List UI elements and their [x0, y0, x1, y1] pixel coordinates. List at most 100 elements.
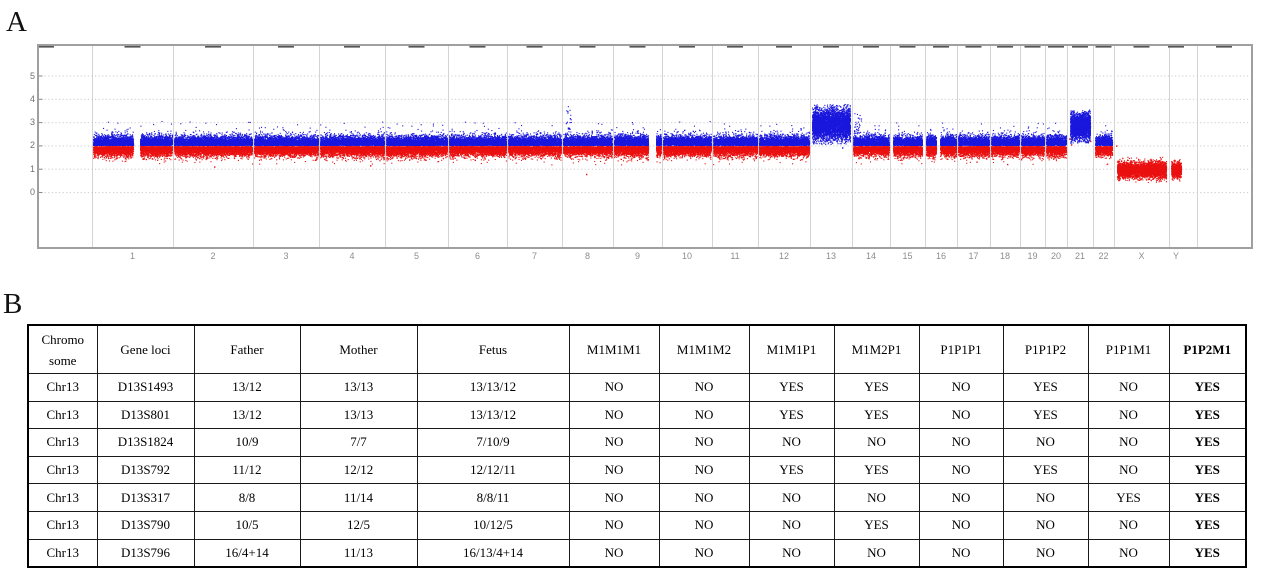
table-header-cell: Fetus — [416, 324, 570, 374]
table-cell: NO — [568, 455, 660, 485]
table-cell: NO — [748, 483, 835, 512]
y-axis-tick-label: 1 — [29, 163, 35, 174]
table-header-cell: M1M1M2 — [658, 324, 750, 374]
table-cell: D13S792 — [96, 455, 195, 485]
str-genotyping-table: Chromo some Gene loci Father Mother Fetus M1M… — [27, 324, 1247, 569]
table-cell: YES — [1168, 455, 1247, 485]
x-axis-chromosome-label: 7 — [531, 251, 537, 261]
x-axis-chromosome-label: 22 — [1098, 251, 1109, 261]
table-cell: NO — [1087, 538, 1170, 568]
table-cell: 13/13/12 — [416, 373, 570, 402]
table-cell: NO — [568, 510, 660, 540]
table-cell: NO — [1087, 400, 1170, 430]
table-cell: 11/14 — [299, 483, 418, 512]
table-cell: Chr13 — [27, 510, 98, 540]
x-axis-chromosome-label: 18 — [999, 251, 1010, 261]
table-row: Chr13 D13S796 16/4+14 11/13 16/13/4+14 NO NO NO… — [27, 538, 1247, 568]
table-header-cell: Father — [193, 324, 301, 374]
table-header-cell: Chromo some — [27, 324, 98, 374]
table-cell: 12/5 — [299, 510, 418, 540]
panel-b-label: B — [3, 288, 23, 320]
table-cell: NO — [1087, 510, 1170, 540]
table-cell: NO — [568, 428, 660, 457]
table-cell: Chr13 — [27, 538, 98, 568]
table-cell: YES — [833, 510, 920, 540]
x-axis-chromosome-label: 6 — [474, 251, 480, 261]
x-axis-chromosome-label: 12 — [778, 251, 789, 261]
table-cell: Chr13 — [27, 400, 98, 430]
table-cell: YES — [1002, 455, 1089, 485]
table-cell: NO — [748, 538, 835, 568]
table-cell: 16/4+14 — [193, 538, 301, 568]
table-cell: 13/12 — [193, 373, 301, 402]
table-cell: YES — [1168, 510, 1247, 540]
table-cell: 10/5 — [193, 510, 301, 540]
table-cell: 16/13/4+14 — [416, 538, 570, 568]
y-axis-tick-label: 3 — [29, 117, 35, 128]
x-axis-chromosome-label: 1 — [129, 251, 135, 261]
table-row: Chr13 D13S317 8/8 11/14 8/8/11 NO NO NO NO NO NO YE… — [27, 483, 1247, 512]
cnv-canvas — [39, 46, 1251, 247]
table-cell: NO — [1087, 373, 1170, 402]
table-header-cell: M1M1M1 — [568, 324, 660, 374]
y-axis-tick-label: 2 — [29, 140, 35, 151]
table-row: Chr13 D13S1493 13/12 13/13 13/13/12 NO NO YES YE… — [27, 373, 1247, 402]
x-axis-chromosome-label: 8 — [584, 251, 590, 261]
table-cell: D13S790 — [96, 510, 195, 540]
table-cell: 7/7 — [299, 428, 418, 457]
table-cell: NO — [918, 373, 1004, 402]
table-cell: 13/13 — [299, 400, 418, 430]
x-axis-chromosome-label: 21 — [1074, 251, 1085, 261]
table-cell: YES — [1002, 373, 1089, 402]
table-cell: Chr13 — [27, 373, 98, 402]
table-cell: 10/12/5 — [416, 510, 570, 540]
table-cell: D13S317 — [96, 483, 195, 512]
table-cell: 8/8 — [193, 483, 301, 512]
table-cell: 11/12 — [193, 455, 301, 485]
table-cell: NO — [568, 538, 660, 568]
x-axis-chromosome-label: 14 — [865, 251, 876, 261]
x-axis-chromosome-label: 10 — [681, 251, 692, 261]
table-cell: Chr13 — [27, 455, 98, 485]
panel-a-label: A — [6, 6, 27, 38]
table-cell: Chr13 — [27, 428, 98, 457]
table-cell: 7/10/9 — [416, 428, 570, 457]
table-cell: 12/12 — [299, 455, 418, 485]
table-cell: D13S796 — [96, 538, 195, 568]
table-cell: 11/13 — [299, 538, 418, 568]
table-cell: NO — [748, 428, 835, 457]
table-cell: NO — [918, 510, 1004, 540]
table-header-row: Chromo some Gene loci Father Mother Fetus M1M… — [27, 324, 1247, 374]
x-axis-chromosome-label: 11 — [730, 251, 740, 261]
table-row: Chr13 D13S801 13/12 13/13 13/13/12 NO NO YES YES… — [27, 400, 1247, 430]
x-axis-chromosome-label: 2 — [210, 251, 216, 261]
table-cell: NO — [1002, 428, 1089, 457]
table-cell: YES — [833, 373, 920, 402]
table-cell: NO — [833, 428, 920, 457]
x-axis-chromosome-label: Y — [1172, 251, 1179, 261]
cnv-scatter-plot — [37, 44, 1253, 249]
table-cell: NO — [658, 400, 750, 430]
y-axis-tick-label: 0 — [29, 187, 35, 197]
x-axis-chromosome-label: 9 — [634, 251, 640, 261]
table-header-cell: M1M2P1 — [833, 324, 920, 374]
table-cell: YES — [1168, 483, 1247, 512]
x-axis-chromosome-label: 17 — [968, 251, 979, 261]
table-cell: NO — [918, 455, 1004, 485]
table-cell: NO — [918, 400, 1004, 430]
table-cell: D13S1493 — [96, 373, 195, 402]
table-cell: NO — [1002, 510, 1089, 540]
table-row: Chr13 D13S792 11/12 12/12 12/12/11 NO NO YES YES… — [27, 455, 1247, 485]
table-cell: NO — [918, 483, 1004, 512]
table-cell: NO — [833, 538, 920, 568]
table-cell: NO — [658, 373, 750, 402]
table-cell: NO — [918, 428, 1004, 457]
table-header-cell: P1P1M1 — [1087, 324, 1170, 374]
y-axis-tick-label: 4 — [29, 93, 35, 104]
x-axis-chromosome-label: 20 — [1050, 251, 1061, 261]
x-axis-chromosome-label: 19 — [1027, 251, 1038, 261]
table-cell: NO — [1002, 483, 1089, 512]
table-cell: Chr13 — [27, 483, 98, 512]
table-cell: 10/9 — [193, 428, 301, 457]
table-cell: 13/13 — [299, 373, 418, 402]
